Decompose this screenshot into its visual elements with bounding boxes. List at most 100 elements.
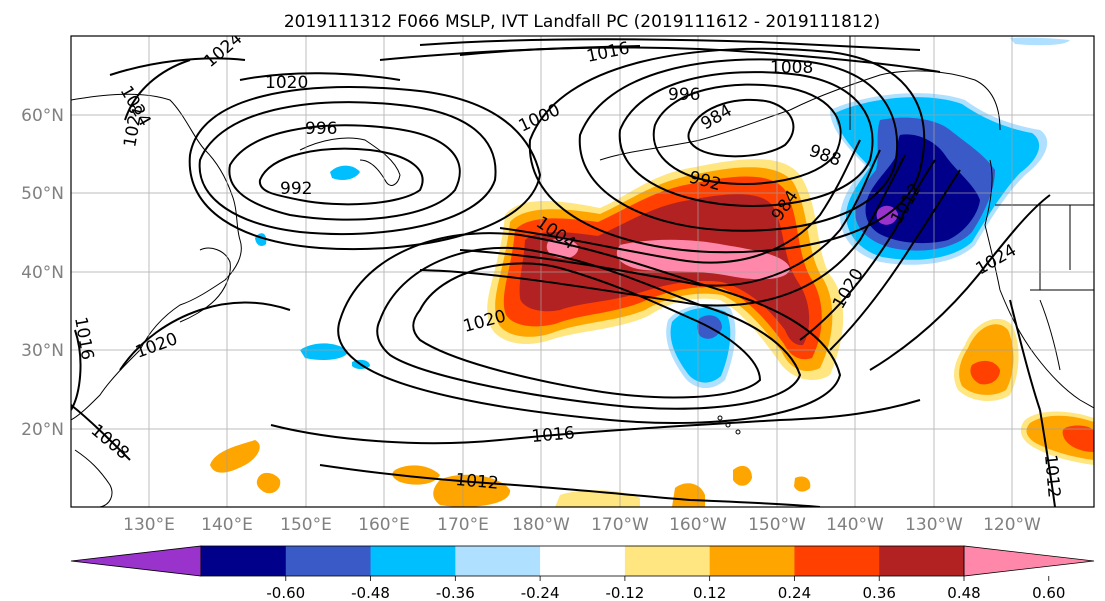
coast-aleutians — [599, 109, 791, 161]
lon-label-180w: 180°W — [512, 515, 570, 535]
colorbar-tick-label: 0.48 — [947, 584, 980, 601]
colorbar-extend-low — [70, 545, 202, 577]
colorbar-segment — [879, 546, 965, 576]
contour-1008-sw — [71, 404, 131, 461]
ivt-plume-pink — [616, 239, 790, 280]
figure-title: 2019111312 F066 MSLP, IVT Landfall PC (2… — [284, 12, 880, 32]
label-1016-south: 1016 — [531, 423, 576, 447]
ivt-neg-nw-5 — [1010, 37, 1070, 46]
colorbar-tick-label: -0.48 — [351, 584, 390, 601]
contour-1020-west — [119, 301, 291, 371]
contour-996-nw — [228, 124, 461, 221]
label-992-nw: 992 — [280, 179, 312, 199]
colorbar-frame — [200, 545, 965, 577]
lon-label-130e: 130°E — [123, 515, 175, 535]
colorbar-tick-label: -0.36 — [436, 584, 475, 601]
colorbar-segment — [455, 546, 541, 576]
contour-1012-band — [419, 154, 906, 307]
lon-label-150e: 150°E — [280, 515, 332, 535]
colorbar-tick-label: -0.12 — [605, 584, 644, 601]
lon-label-140e: 140°E — [201, 515, 253, 535]
contour-988 — [652, 83, 842, 185]
label-1020-top: 1020 — [265, 73, 308, 93]
ivt-blob-south-3 — [392, 465, 440, 485]
coast-islands-sw — [74, 449, 113, 507]
latitude-labels: 20°N 30°N 40°N 50°N 60°N — [21, 106, 64, 440]
contour-1016-south — [270, 399, 921, 445]
ivt-blob-south-1 — [210, 440, 260, 473]
coast-baja — [1039, 299, 1061, 371]
longitude-labels: 130°E 140°E 150°E 160°E 170°E 180°W 170°… — [123, 515, 1041, 535]
lon-label-170e: 170°E — [437, 515, 489, 535]
colorbar-tick-label: 0.60 — [1032, 584, 1065, 601]
colorbar-segment — [540, 546, 626, 576]
colorbar-tick-label: 0.36 — [863, 584, 896, 601]
colorbar-segment — [370, 546, 456, 576]
colorbar-tick-label: -0.24 — [521, 584, 560, 601]
lat-label-60: 60°N — [21, 106, 64, 126]
colorbar-segment — [624, 546, 711, 576]
lat-label-40: 40°N — [21, 263, 64, 283]
map-frame — [70, 35, 1095, 508]
label-1008-top: 1008 — [770, 58, 813, 78]
lon-label-160e: 160°E — [358, 515, 410, 535]
lon-label-130w: 130°W — [905, 515, 963, 535]
colorbar-segment — [201, 546, 287, 576]
contour-1012-top — [419, 38, 921, 51]
ivt-blob-ca-red — [970, 360, 1000, 385]
contour-1000 — [528, 47, 926, 254]
label-1012-south: 1012 — [455, 470, 500, 494]
contour-1016-west — [71, 329, 82, 411]
contour-1004-nw — [188, 86, 542, 251]
lat-label-30: 30°N — [21, 341, 64, 361]
label-996-nw: 996 — [305, 119, 337, 139]
colorbar-segment — [285, 546, 372, 576]
contour-1024-band — [869, 194, 1051, 371]
label-1012-east: 1012 — [1040, 454, 1064, 499]
border-states — [1039, 205, 1071, 290]
lon-label-140w: 140°W — [826, 515, 884, 535]
coast-alaska — [789, 70, 1001, 131]
map-panel: 1024 1020 1028 1024 996 992 1016 1008 99… — [71, 36, 1094, 507]
colorbar-segment — [794, 546, 880, 576]
contour-984-aleutian — [687, 98, 795, 158]
coast-kamchatka — [299, 137, 401, 186]
lon-label-150w: 150°W — [748, 515, 806, 535]
colorbar: -0.60 -0.48 -0.36 -0.24 -0.12 0.12 0.24 0.36 0.4… — [70, 545, 1095, 601]
contour-1020-band — [829, 169, 961, 351]
contour-1008-band — [459, 149, 881, 287]
contour-1004-band — [499, 139, 861, 264]
contour-1016-top — [379, 45, 641, 61]
contour-1028-nw — [124, 59, 191, 121]
lon-label-160w: 160°W — [669, 515, 727, 535]
ivt-neg-nw-2 — [300, 343, 348, 360]
contour-1012-south — [319, 464, 821, 507]
contour-1012-east — [1039, 409, 1056, 507]
ivt-positive-shading — [210, 159, 1094, 507]
lat-label-20: 20°N — [21, 420, 64, 440]
contour-992-nw — [258, 147, 424, 206]
contour-1020-ring2 — [376, 246, 802, 410]
contour-1016-ring — [337, 232, 842, 424]
ivt-plume-pink-west — [546, 238, 579, 259]
contour-1020-top — [239, 72, 401, 81]
contour-1020-high — [412, 262, 762, 399]
contour-1016-band — [799, 159, 936, 341]
colorbar-tick-label: 0.24 — [778, 584, 811, 601]
ivt-blob-south-8 — [794, 476, 811, 492]
contour-996 — [578, 58, 899, 232]
lon-label-170w: 170°W — [591, 515, 649, 535]
colorbar-segment — [709, 546, 795, 576]
ivt-blob-south-7 — [733, 465, 752, 486]
contour-992 — [618, 71, 874, 207]
colorbar-tick-label: 0.12 — [693, 584, 726, 601]
contour-1024-top — [109, 57, 246, 76]
label-996-top: 996 — [668, 85, 700, 105]
contour-1016-east — [1009, 299, 1041, 411]
ivt-neg-nw-1 — [330, 165, 360, 180]
lon-label-120w: 120°W — [983, 515, 1041, 535]
ivt-blob-se-red — [1062, 425, 1094, 452]
mslp-contours — [71, 38, 1056, 507]
colorbar-tick-label: -0.60 — [266, 584, 305, 601]
